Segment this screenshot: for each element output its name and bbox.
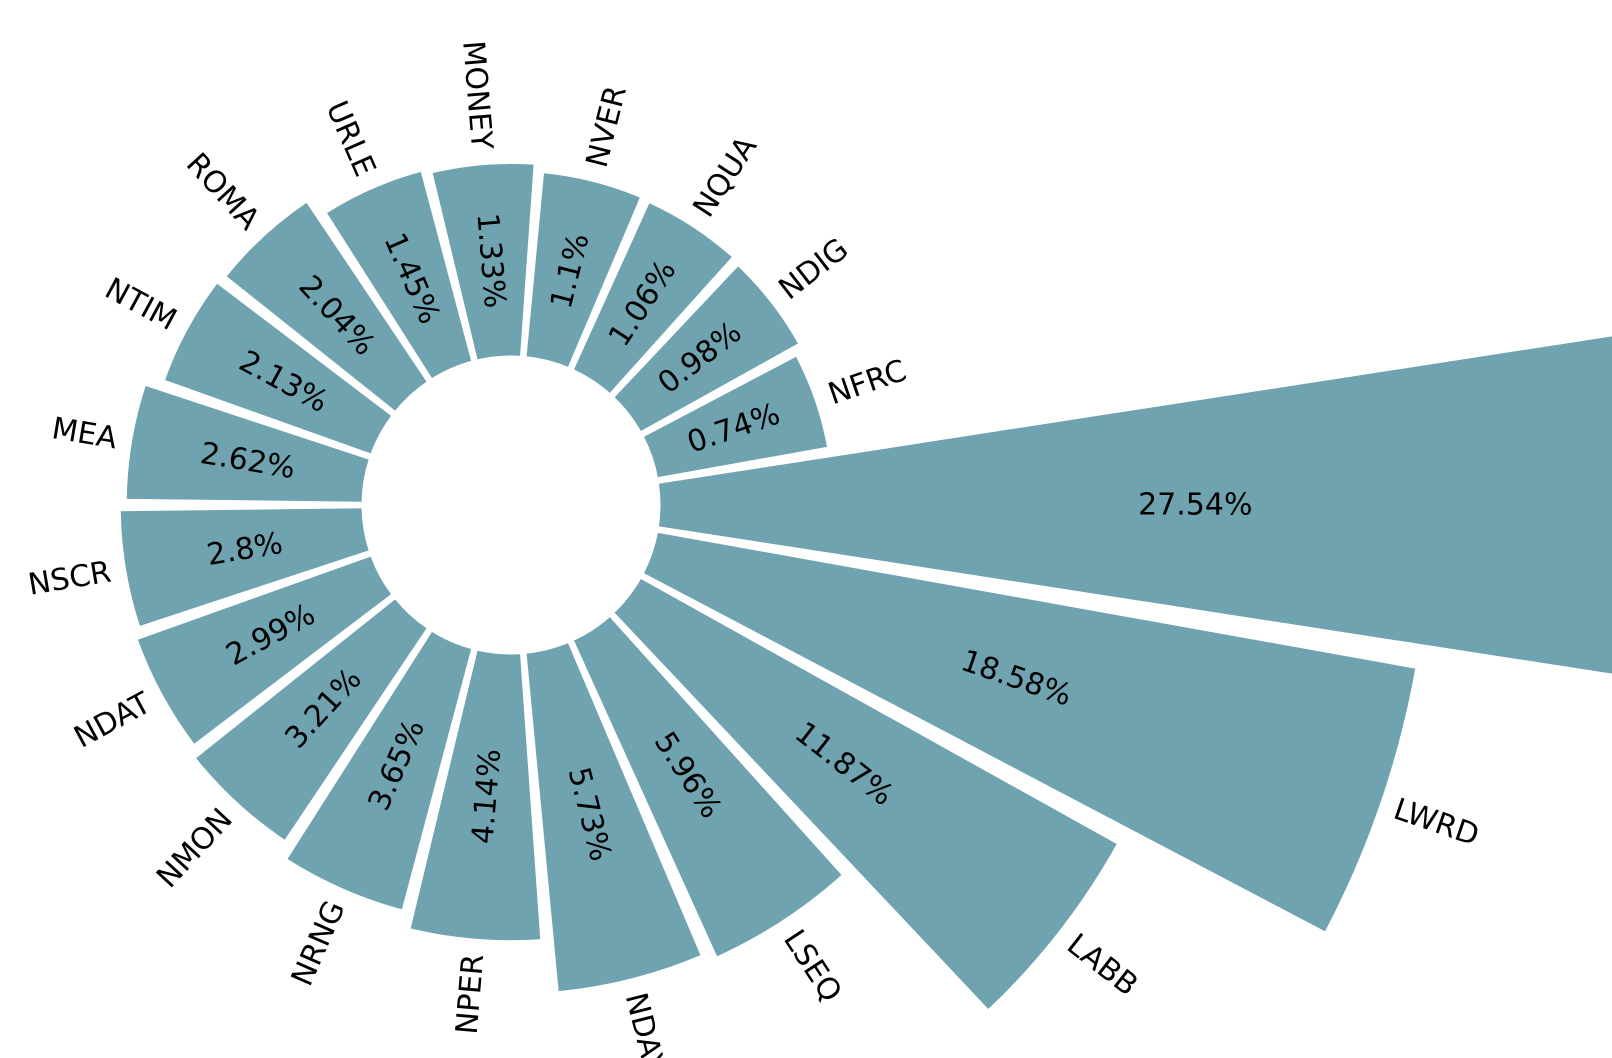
bar-money <box>429 160 537 363</box>
bar-nrng <box>283 627 475 913</box>
value-label-nper: 4.14% <box>465 747 508 845</box>
bar-lseq <box>570 612 846 961</box>
category-label-mea: MEA <box>49 411 120 456</box>
category-label-nqua: NQUA <box>686 130 764 224</box>
bar-nmon <box>191 595 431 844</box>
bar-nver <box>523 170 644 371</box>
category-label-nper: NPER <box>450 953 492 1036</box>
bar-ndig <box>610 262 803 436</box>
bar-nscr <box>117 505 373 630</box>
bar-urle <box>322 168 475 383</box>
category-label-money: MONEY <box>455 39 499 151</box>
bars-group <box>117 160 1612 1014</box>
category-label-nrng: NRNG <box>285 896 353 992</box>
category-label-ndat: NDAT <box>68 685 157 755</box>
bar-ntim <box>161 279 396 458</box>
category-label-nday: NDAY <box>618 989 672 1058</box>
category-label-nver: NVER <box>580 82 634 171</box>
bar-nfrc <box>639 352 831 481</box>
category-label-urle: URLE <box>319 96 383 182</box>
value-label-money: 1.33% <box>469 212 512 310</box>
category-label-nfrc: NFRC <box>824 353 911 412</box>
category-label-labb: LABB <box>1060 927 1144 1003</box>
value-label-nnum: 27.54% <box>1138 488 1252 523</box>
category-label-roma: ROMA <box>179 146 267 237</box>
category-label-ndig: NDIG <box>772 232 855 307</box>
bar-ndat <box>134 552 396 748</box>
bar-nnum <box>655 333 1612 677</box>
category-label-nscr: NSCR <box>26 555 114 603</box>
bar-nper <box>407 647 544 944</box>
bar-roma <box>222 198 431 415</box>
bar-nqua <box>570 199 737 398</box>
bar-labb <box>610 574 1121 1014</box>
category-label-nmon: NMON <box>150 802 240 895</box>
bar-lwrd <box>639 529 1419 936</box>
bar-mea <box>123 382 373 505</box>
category-label-lseq: LSEQ <box>776 924 848 1009</box>
category-label-lwrd: LWRD <box>1389 792 1483 854</box>
bar-nday <box>523 639 705 995</box>
category-label-ntim: NTIM <box>99 271 182 338</box>
